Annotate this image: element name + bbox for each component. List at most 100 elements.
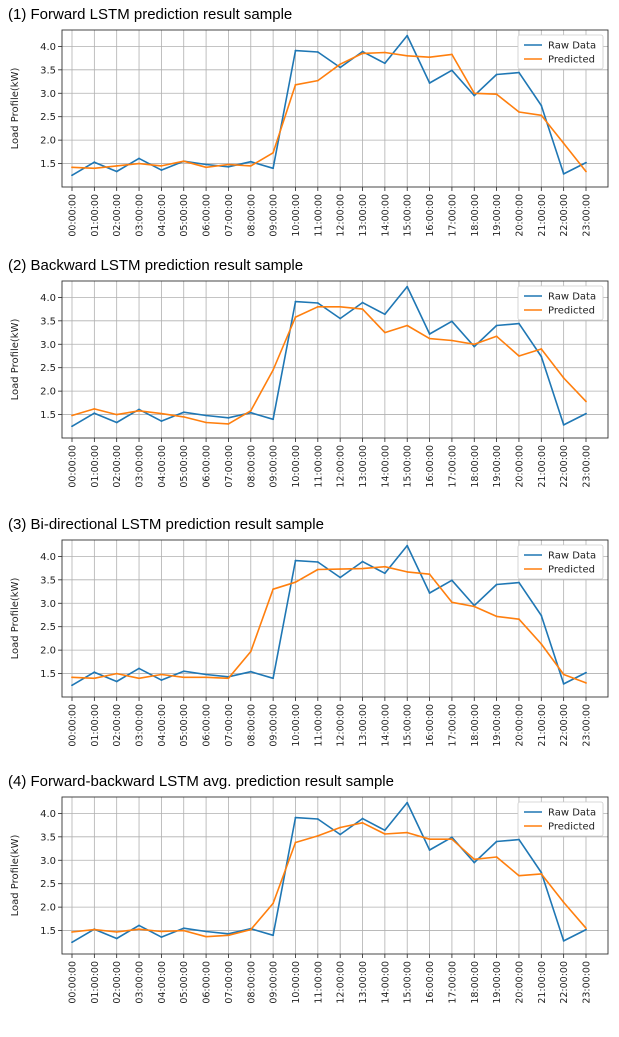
data-point xyxy=(272,588,275,591)
x-tick-label: 16:00:00 xyxy=(425,194,436,237)
data-point xyxy=(562,939,565,942)
x-tick-label: 03:00:00 xyxy=(135,961,146,1004)
data-point xyxy=(182,929,185,932)
data-point xyxy=(540,871,543,874)
x-tick-label: 14:00:00 xyxy=(380,445,391,488)
data-point xyxy=(406,570,409,573)
x-tick-label: 22:00:00 xyxy=(559,194,570,237)
data-point xyxy=(272,677,275,680)
data-point xyxy=(316,305,319,308)
data-point xyxy=(316,79,319,82)
data-point xyxy=(249,928,252,931)
data-point xyxy=(518,322,520,325)
x-tick-label: 17:00:00 xyxy=(447,961,458,1004)
x-tick-label: 05:00:00 xyxy=(179,194,190,237)
data-point xyxy=(428,573,431,576)
data-point xyxy=(473,343,476,346)
x-tick-label: 02:00:00 xyxy=(112,445,123,488)
x-tick-label: 04:00:00 xyxy=(157,961,168,1004)
data-point xyxy=(227,932,230,935)
data-point xyxy=(160,420,163,423)
x-tick-label: 19:00:00 xyxy=(492,445,503,488)
data-point xyxy=(562,423,565,426)
data-point xyxy=(540,614,543,617)
y-tick-label: 2.5 xyxy=(40,363,56,374)
data-point xyxy=(495,856,498,858)
x-tick-label: 23:00:00 xyxy=(582,445,593,488)
data-point xyxy=(160,930,163,933)
x-tick-label: 10:00:00 xyxy=(291,704,302,747)
x-tick-label: 12:00:00 xyxy=(336,194,347,237)
plot-frame xyxy=(61,280,609,439)
x-tick-label: 07:00:00 xyxy=(224,704,235,747)
data-point xyxy=(562,172,565,175)
data-point xyxy=(182,411,185,414)
data-point xyxy=(205,414,207,417)
x-tick-label: 09:00:00 xyxy=(269,445,280,488)
x-tick-label: 10:00:00 xyxy=(291,194,302,237)
data-point xyxy=(585,671,587,674)
x-tick-label: 13:00:00 xyxy=(358,704,369,747)
data-point xyxy=(495,93,498,96)
x-tick-label: 01:00:00 xyxy=(90,704,101,747)
y-tick-label: 1.5 xyxy=(40,926,56,937)
x-tick-label: 16:00:00 xyxy=(425,961,436,1004)
data-point xyxy=(249,409,252,412)
data-point xyxy=(428,56,431,59)
data-point xyxy=(406,54,409,57)
x-tick-label: 08:00:00 xyxy=(246,704,257,747)
y-tick-label: 2.5 xyxy=(40,112,56,123)
data-point xyxy=(383,572,386,575)
x-tick-label: 09:00:00 xyxy=(269,194,280,237)
data-point xyxy=(406,285,409,288)
data-point xyxy=(585,928,587,931)
x-tick-label: 15:00:00 xyxy=(403,961,414,1004)
data-point xyxy=(495,583,498,586)
data-point xyxy=(227,165,230,168)
data-point xyxy=(227,677,230,680)
y-tick-label: 3.0 xyxy=(40,856,56,867)
data-point xyxy=(518,618,520,621)
data-point xyxy=(383,565,386,568)
data-point xyxy=(495,840,498,843)
data-point xyxy=(540,355,543,358)
data-point xyxy=(518,111,520,113)
data-point xyxy=(339,826,342,829)
data-point xyxy=(339,305,342,308)
data-point xyxy=(227,423,230,425)
data-point xyxy=(428,82,431,84)
data-point xyxy=(428,333,431,335)
data-point xyxy=(451,579,453,582)
data-point xyxy=(160,169,163,172)
data-point xyxy=(361,52,364,55)
data-point xyxy=(93,161,96,164)
data-point xyxy=(138,928,140,931)
data-point xyxy=(272,151,275,154)
y-tick-label: 3.5 xyxy=(40,832,56,843)
legend-label: Predicted xyxy=(548,822,595,833)
x-tick-label: 13:00:00 xyxy=(358,961,369,1004)
y-tick-label: 2.5 xyxy=(40,879,56,890)
data-point xyxy=(182,670,185,673)
data-point xyxy=(518,581,520,584)
data-point xyxy=(249,411,252,414)
x-tick-label: 08:00:00 xyxy=(246,961,257,1004)
y-axis-label: Load Profile(kW) xyxy=(10,835,21,917)
x-tick-label: 23:00:00 xyxy=(582,704,593,747)
data-point xyxy=(160,673,163,676)
data-point xyxy=(406,34,409,37)
chart-title: (1) Forward LSTM prediction result sampl… xyxy=(8,6,293,23)
data-point xyxy=(316,818,319,820)
chart-title: (3) Bi-directional LSTM prediction resul… xyxy=(8,516,324,533)
data-point xyxy=(383,51,386,54)
y-tick-label: 3.5 xyxy=(40,575,56,586)
data-point xyxy=(93,408,96,410)
x-tick-label: 00:00:00 xyxy=(68,961,79,1004)
data-point xyxy=(71,166,73,169)
data-point xyxy=(115,413,118,416)
data-point xyxy=(585,927,587,930)
y-axis-label: Load Profile(kW) xyxy=(10,68,21,150)
x-tick-label: 01:00:00 xyxy=(90,961,101,1004)
legend-box xyxy=(517,544,604,580)
data-point xyxy=(585,170,587,173)
